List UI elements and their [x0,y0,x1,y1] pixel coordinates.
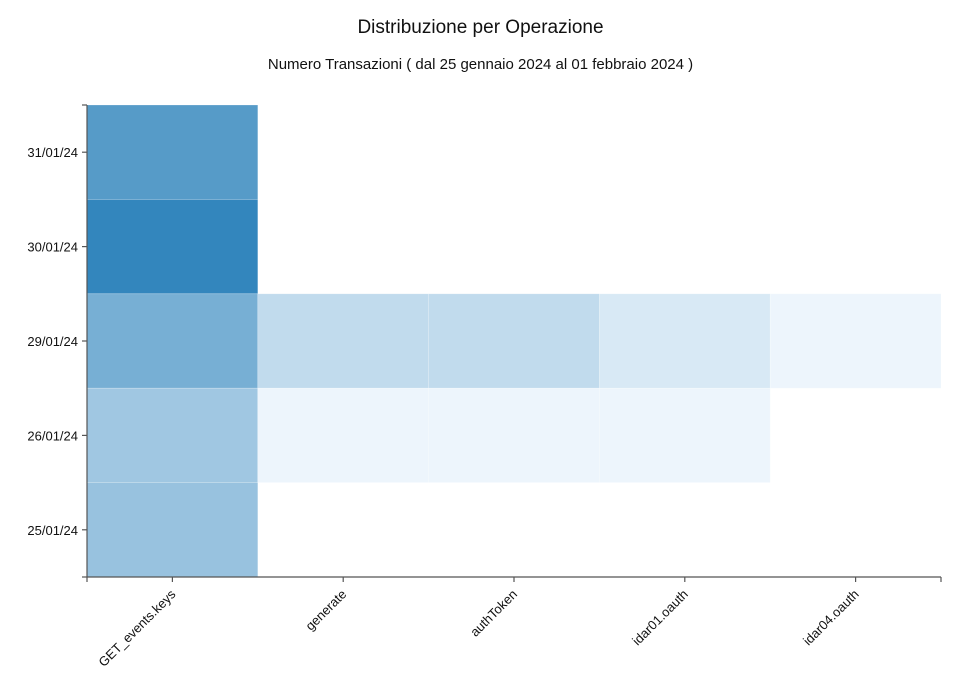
heatmap-cell [428,293,600,389]
chart-subtitle: Numero Transazioni ( dal 25 gennaio 2024… [267,56,694,73]
x-tick-label: generate [302,587,349,634]
heatmap-cell [86,199,259,295]
x-tick-label: authToken [467,587,520,640]
x-tick-label: idar01.oauth [629,587,691,649]
heatmap-cell [428,387,600,483]
heatmap-cell [86,104,259,200]
y-tick-label: 26/01/24 [27,428,78,443]
heatmap-cell [86,482,259,578]
x-tick-label: GET_events.keys [95,586,179,670]
y-tick-label: 31/01/24 [27,145,78,160]
y-tick-label: 25/01/24 [27,523,78,538]
y-tick-label: 30/01/24 [27,240,78,255]
y-tick-label: 29/01/24 [27,334,78,349]
chart-title: Distribuzione per Operazione [357,17,604,38]
heatmap-cell [257,387,429,483]
heatmap-cell [599,387,771,483]
heatmap-cell [86,387,259,483]
heatmap-cell [257,293,429,389]
heatmap-cell [769,293,942,389]
heatmap-cell [599,293,771,389]
heatmap-cell [86,293,259,389]
x-tick-label: idar04.oauth [800,587,862,649]
